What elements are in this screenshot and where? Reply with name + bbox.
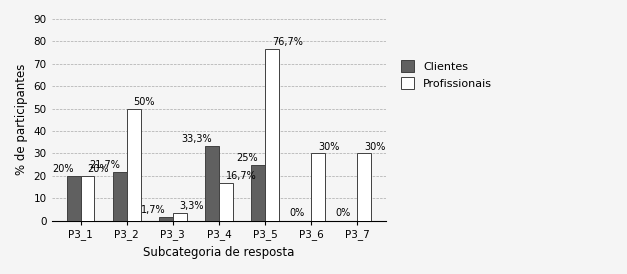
Bar <box>205 146 219 221</box>
Bar <box>81 176 95 221</box>
Bar <box>219 183 233 221</box>
Text: 30%: 30% <box>364 142 386 152</box>
Text: 0%: 0% <box>335 208 350 218</box>
Text: 0%: 0% <box>289 208 304 218</box>
Text: 20%: 20% <box>88 164 109 174</box>
Bar <box>357 153 371 221</box>
Text: 50%: 50% <box>134 97 155 107</box>
Bar <box>66 176 81 221</box>
Bar <box>265 49 279 221</box>
Bar <box>159 217 173 221</box>
Text: 16,7%: 16,7% <box>226 171 256 181</box>
Legend: Clientes, Profissionais: Clientes, Profissionais <box>395 55 498 94</box>
X-axis label: Subcategoria de resposta: Subcategoria de resposta <box>144 246 295 259</box>
Text: 20%: 20% <box>52 164 74 174</box>
Text: 33,3%: 33,3% <box>181 134 212 144</box>
Y-axis label: % de participantes: % de participantes <box>15 64 28 175</box>
Text: 76,7%: 76,7% <box>272 37 303 47</box>
Text: 1,7%: 1,7% <box>141 205 166 215</box>
Text: 30%: 30% <box>318 142 339 152</box>
Bar <box>113 172 127 221</box>
Bar <box>173 213 187 221</box>
Text: 3,3%: 3,3% <box>180 201 204 211</box>
Text: 25%: 25% <box>236 153 258 163</box>
Bar <box>127 109 140 221</box>
Text: 21,7%: 21,7% <box>89 160 120 170</box>
Bar <box>311 153 325 221</box>
Bar <box>251 164 265 221</box>
